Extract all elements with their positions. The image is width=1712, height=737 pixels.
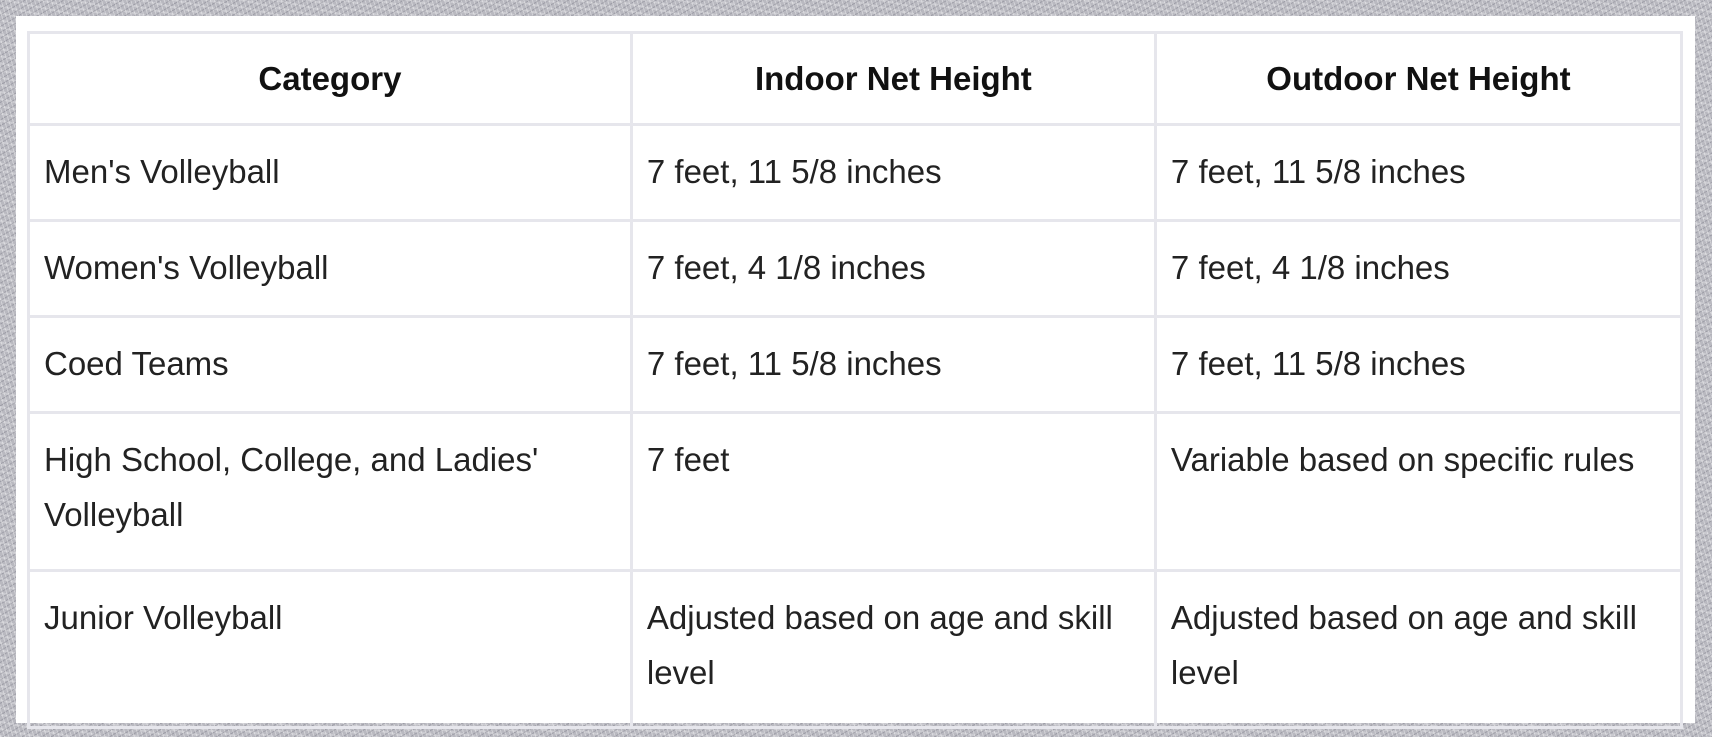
cell-indoor: 7 feet, 11 5/8 inches	[629, 315, 1157, 414]
net-height-table: Category Indoor Net Height Outdoor Net H…	[27, 31, 1684, 729]
table-row: Women's Volleyball 7 feet, 4 1/8 inches …	[27, 219, 1684, 318]
cell-category: Men's Volleyball	[27, 123, 633, 222]
cell-indoor: Adjusted based on age and skill level	[629, 569, 1157, 729]
cell-category: Coed Teams	[27, 315, 633, 414]
header-indoor: Indoor Net Height	[629, 31, 1157, 126]
header-outdoor: Outdoor Net Height	[1153, 31, 1684, 126]
cell-category: Junior Volleyball	[27, 569, 633, 729]
table-row: Coed Teams 7 feet, 11 5/8 inches 7 feet,…	[27, 315, 1684, 414]
cell-outdoor: Adjusted based on age and skill level	[1153, 569, 1684, 729]
table-row: Junior Volleyball Adjusted based on age …	[27, 569, 1684, 729]
table-row: High School, College, and Ladies' Volley…	[27, 411, 1684, 572]
cell-indoor: 7 feet, 11 5/8 inches	[629, 123, 1157, 222]
cell-indoor: 7 feet, 4 1/8 inches	[629, 219, 1157, 318]
cell-category: High School, College, and Ladies' Volley…	[27, 411, 633, 572]
header-category: Category	[27, 31, 633, 126]
table-row: Men's Volleyball 7 feet, 11 5/8 inches 7…	[27, 123, 1684, 222]
cell-outdoor: 7 feet, 4 1/8 inches	[1153, 219, 1684, 318]
cell-indoor: 7 feet	[629, 411, 1157, 572]
cell-category: Women's Volleyball	[27, 219, 633, 318]
cell-outdoor: 7 feet, 11 5/8 inches	[1153, 315, 1684, 414]
header-row: Category Indoor Net Height Outdoor Net H…	[27, 31, 1684, 126]
cell-outdoor: Variable based on specific rules	[1153, 411, 1684, 572]
table-panel: Category Indoor Net Height Outdoor Net H…	[16, 16, 1695, 729]
cell-outdoor: 7 feet, 11 5/8 inches	[1153, 123, 1684, 222]
